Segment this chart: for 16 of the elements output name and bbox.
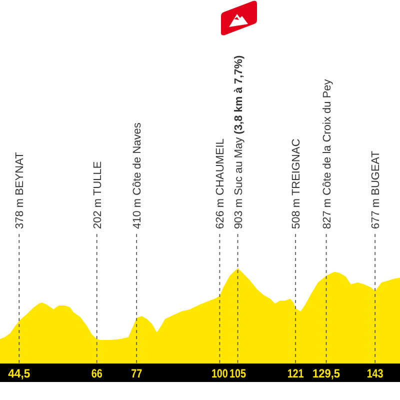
ref-line-label: 508 m TREIGNAC [290, 138, 303, 229]
ref-line-label: 903 m Suc au May (3,8 km à 7,7%) [232, 55, 245, 229]
ref-line-label: 677 m BUGEAT [370, 150, 382, 229]
ref-line-label: 626 m CHAUMEIL [214, 138, 227, 229]
ref-line-label: 410 m Côte de Naves [132, 122, 144, 229]
x-tick-label: 129,5 [312, 366, 343, 380]
ref-line-label: 378 m BEYNAT [14, 152, 26, 229]
ref-line-label: 202 m TULLE [92, 161, 104, 229]
x-tick-label: 100 [211, 366, 232, 380]
x-tick-label: 105 [230, 366, 250, 380]
x-tick-label: 77 [131, 366, 144, 380]
x-tick-label: 44,5 [8, 366, 32, 380]
x-tick-label: 121 [287, 366, 308, 380]
x-tick-label: 66 [91, 366, 105, 380]
ref-line-label: 827 m Côte de la Croix du Pey [321, 78, 334, 229]
x-tick-label: 143 [366, 366, 387, 380]
